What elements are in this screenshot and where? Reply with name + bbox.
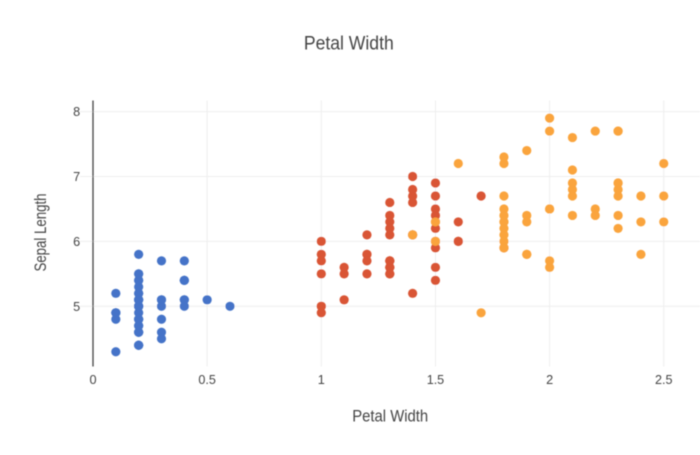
svg-text:2: 2 <box>546 373 553 387</box>
svg-text:0: 0 <box>89 373 96 387</box>
svg-text:Sepal Length: Sepal Length <box>31 194 50 272</box>
svg-text:8: 8 <box>73 105 80 119</box>
svg-text:1.5: 1.5 <box>427 373 445 387</box>
svg-text:7: 7 <box>73 170 80 184</box>
svg-text:Petal Width: Petal Width <box>304 33 394 54</box>
svg-text:6: 6 <box>73 235 80 249</box>
svg-text:0.5: 0.5 <box>198 373 216 387</box>
svg-text:Petal Width: Petal Width <box>352 407 428 426</box>
svg-text:5: 5 <box>73 300 80 314</box>
svg-text:1: 1 <box>318 373 325 387</box>
svg-text:2.5: 2.5 <box>655 373 673 387</box>
